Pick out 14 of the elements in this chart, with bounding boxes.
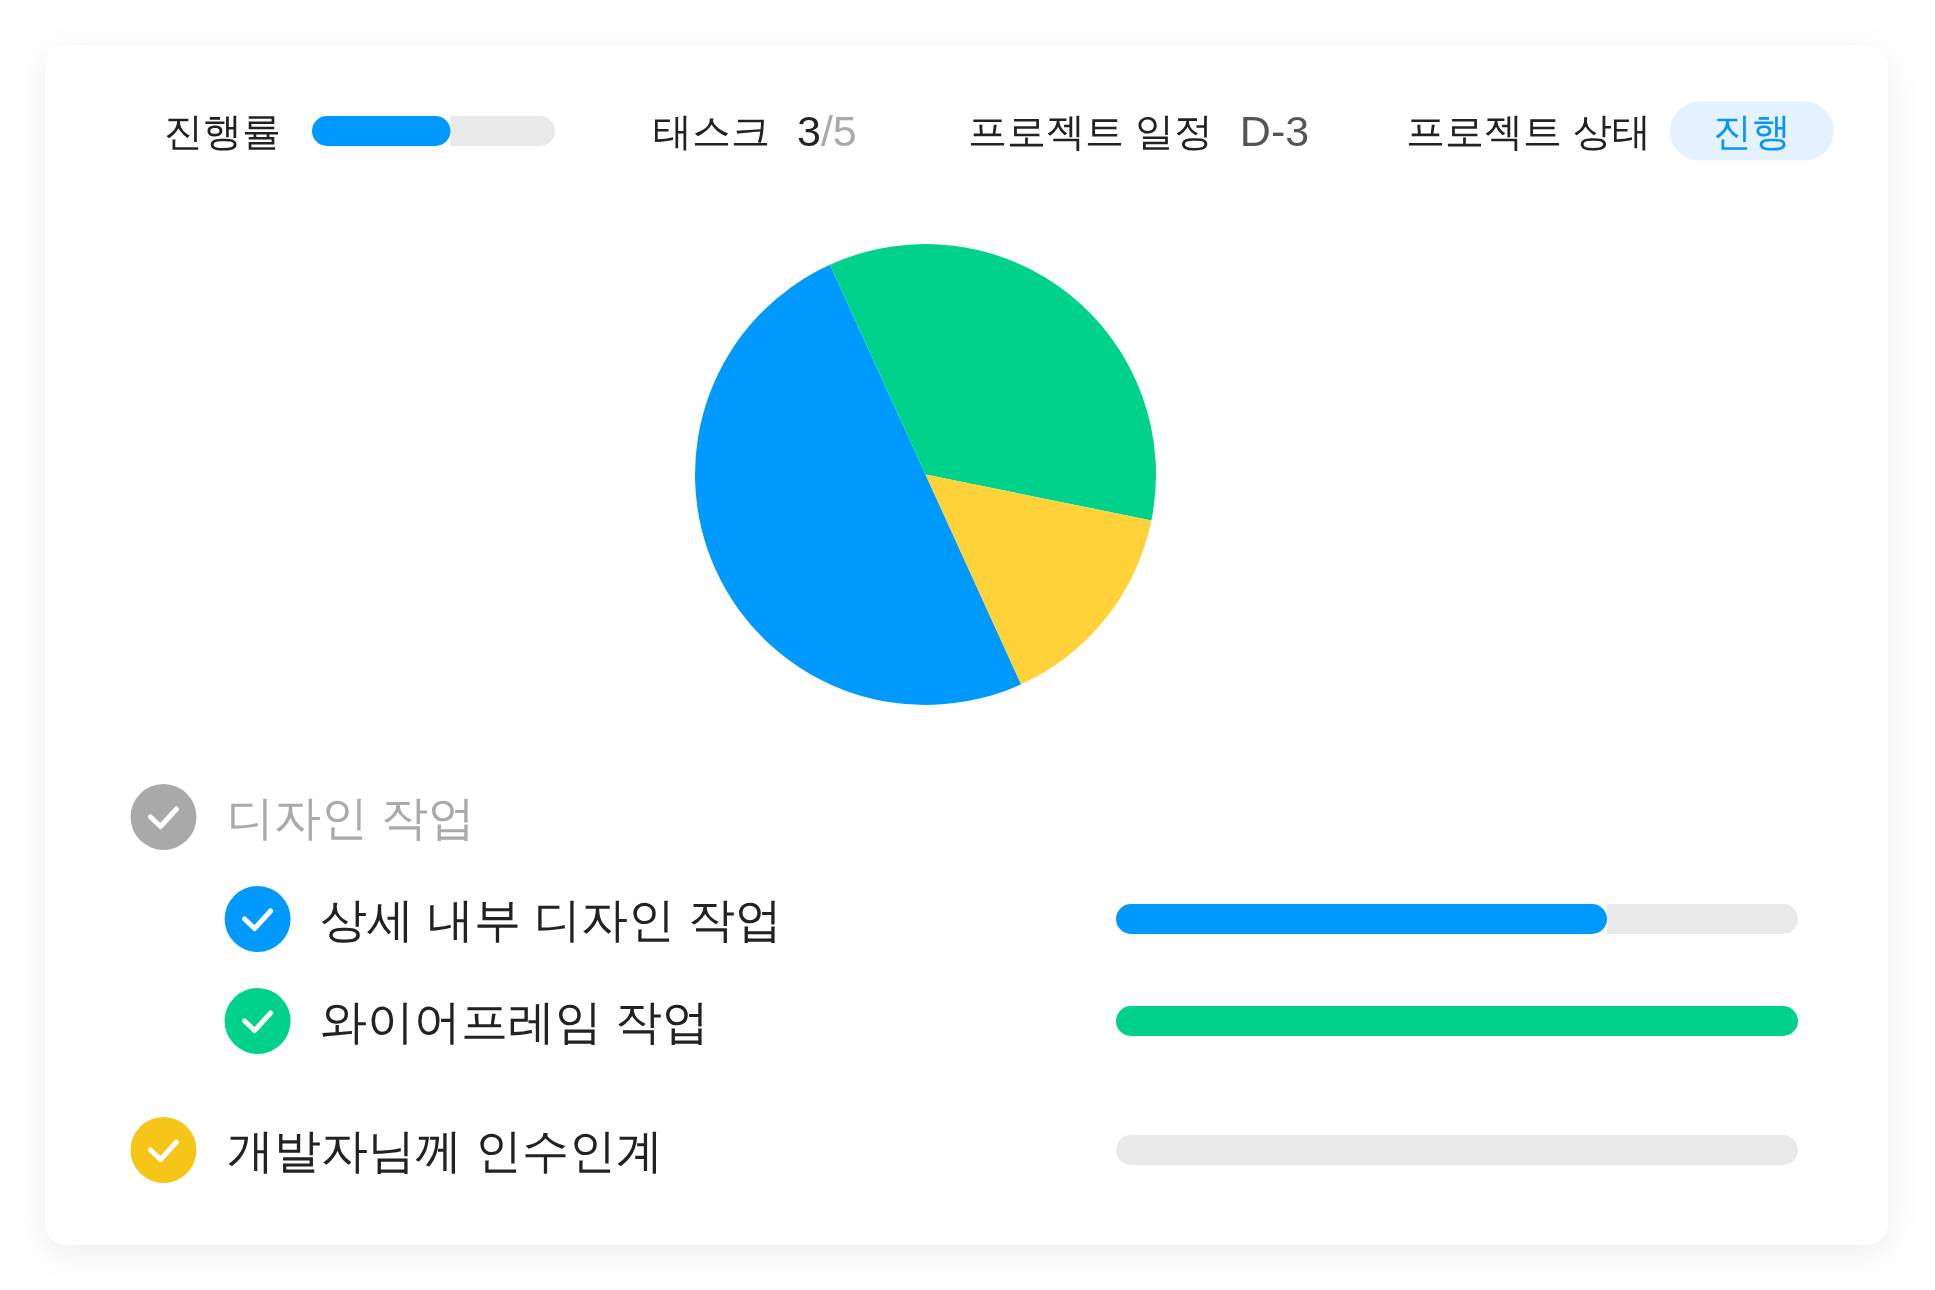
- y-tick-label: 와이어프레임 작업: [320, 994, 710, 1048]
- pie-slice: [695, 264, 1022, 705]
- text: 디자인 작업: [227, 790, 476, 844]
- pie-slice: [829, 244, 1156, 521]
- text: 프로젝트 일정: [968, 109, 1213, 153]
- text: 진행: [1712, 109, 1791, 153]
- y-tick-label: 상세 내부 디자인 작업: [320, 892, 783, 946]
- text: 3/5: [797, 107, 857, 155]
- pie-slice: [925, 474, 1152, 685]
- y-tick-label: 진행률: [164, 109, 281, 153]
- y-tick-label: 개발자님께 인수인계: [227, 1123, 664, 1177]
- text: 태스크: [653, 109, 770, 153]
- text: 프로젝트 상태: [1406, 109, 1651, 153]
- text: D-3: [1239, 107, 1310, 155]
